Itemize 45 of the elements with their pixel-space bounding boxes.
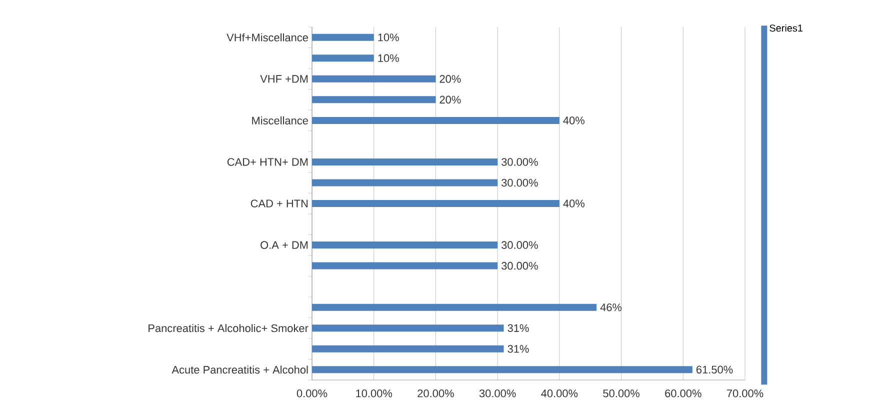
bar [312, 242, 498, 249]
bar [312, 179, 498, 186]
x-tick-label: 50.00% [603, 390, 640, 398]
x-tick-label: 60.00% [665, 390, 702, 398]
data-label: 30.00% [502, 241, 538, 249]
bar [312, 262, 498, 270]
data-label: 61.50% [696, 366, 733, 374]
text: Series1 [770, 24, 802, 32]
x-tick-label: 40.00% [541, 390, 578, 398]
data-label: 40% [563, 116, 584, 124]
x-tick-label: 20.00% [418, 390, 454, 398]
data-label: 30.00% [502, 158, 538, 166]
bar [312, 200, 560, 208]
data-label: 30.00% [502, 178, 538, 187]
bar [312, 324, 504, 332]
y-tick-label: VHF +DM [260, 75, 308, 83]
bar [312, 116, 560, 124]
y-tick-label: CAD + HTN [250, 200, 308, 208]
data-label: 46% [600, 303, 622, 312]
y-tick-label: Miscellance [252, 116, 308, 124]
bar [312, 345, 504, 352]
bar [312, 158, 498, 166]
y-tick-label: VHf+Miscellance [226, 33, 308, 42]
bar [312, 34, 374, 41]
y-tick-label: Pancreatitis + Alcoholic+ Smoker [148, 324, 308, 332]
x-tick-label: 30.00% [479, 390, 516, 398]
bar [312, 54, 374, 62]
data-label: 20% [440, 96, 461, 104]
x-tick-label: 0.00% [296, 390, 328, 398]
data-label: 10% [378, 34, 399, 42]
data-label: 20% [440, 75, 461, 83]
bar [312, 304, 597, 311]
x-tick-label: 70.00% [726, 390, 764, 398]
data-label: 31% [508, 324, 529, 332]
y-tick-label: CAD+ HTN+ DM [227, 158, 308, 166]
data-label: 40% [563, 200, 584, 208]
bar [312, 96, 436, 104]
y-tick-label: O.A + DM [260, 241, 308, 249]
y-tick-label: Acute Pancreatitis + Alcohol [172, 366, 308, 374]
bar [312, 75, 436, 82]
x-tick-label: 10.00% [356, 390, 392, 398]
bar [312, 366, 692, 374]
data-label: 10% [378, 54, 399, 62]
data-label: 31% [508, 344, 529, 353]
data-label: 30.00% [502, 262, 538, 270]
